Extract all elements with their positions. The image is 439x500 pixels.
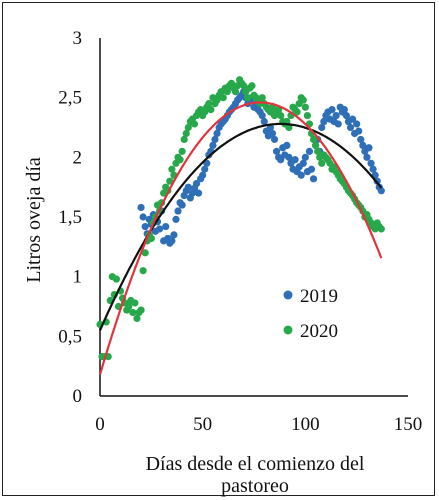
x-tick-label: 150 <box>394 414 423 435</box>
data-point-2019 <box>310 175 317 182</box>
data-point-2020 <box>113 275 120 282</box>
data-point-2019 <box>306 148 313 155</box>
y-tick-label: 0,5 <box>58 326 82 347</box>
data-point-2019 <box>271 136 278 143</box>
data-point-2020 <box>300 96 307 103</box>
y-axis-label: Litros oveja día <box>23 157 45 283</box>
data-point-2019 <box>162 223 169 230</box>
x-axis-title: Días desde el comienzo del pastoreo <box>146 453 365 497</box>
data-point-2019 <box>347 124 354 131</box>
data-point-2019 <box>185 184 192 191</box>
data-point-2019 <box>170 231 177 238</box>
data-point-2019 <box>333 112 340 119</box>
data-point-2019 <box>355 127 362 134</box>
x-tick-label: 100 <box>291 414 320 435</box>
data-point-2020 <box>318 160 325 167</box>
data-point-2020 <box>191 120 198 127</box>
data-point-2019 <box>335 120 342 127</box>
trendline-2020 <box>100 102 381 374</box>
data-point-2020 <box>129 309 136 316</box>
y-tick-labels: 0 0,5 1 1,5 2 2,5 3 <box>58 28 82 407</box>
data-point-2020 <box>220 94 227 101</box>
y-axis-title: Litros oveja día <box>23 157 45 283</box>
data-point-2020 <box>244 94 251 101</box>
data-point-2019 <box>363 154 370 161</box>
data-point-2019 <box>174 207 181 214</box>
data-point-2020 <box>304 112 311 119</box>
data-point-2020 <box>248 82 255 89</box>
x-tick-labels: 0 50 100 150 <box>95 414 422 435</box>
x-tick-label: 50 <box>193 414 212 435</box>
legend: 2019 2020 <box>284 286 339 342</box>
data-point-2020 <box>131 299 138 306</box>
legend-label-2019: 2019 <box>300 286 338 307</box>
data-point-2019 <box>283 142 290 149</box>
y-tick-label: 3 <box>73 28 83 49</box>
data-point-2019 <box>172 216 179 223</box>
data-point-2020 <box>207 106 214 113</box>
data-point-2019 <box>179 201 186 208</box>
data-point-2020 <box>302 104 309 111</box>
data-point-2020 <box>378 225 385 232</box>
data-point-2019 <box>291 156 298 163</box>
data-point-2019 <box>308 166 315 173</box>
x-tick-label: 0 <box>95 414 105 435</box>
x-axis-label-line-1: Días desde el comienzo del <box>146 453 365 475</box>
legend-marker-2019 <box>284 291 293 300</box>
data-point-2019 <box>353 120 360 127</box>
legend-marker-2020 <box>284 326 293 335</box>
y-tick-label: 1 <box>73 267 83 288</box>
data-point-2020 <box>140 267 147 274</box>
y-tick-label: 2 <box>73 147 83 168</box>
data-point-2019 <box>298 172 305 179</box>
data-point-2020 <box>137 306 144 313</box>
data-point-2019 <box>365 144 372 151</box>
data-point-2020 <box>179 148 186 155</box>
data-point-2020 <box>176 156 183 163</box>
trendlines <box>100 102 381 374</box>
data-point-2019 <box>302 154 309 161</box>
y-tick-label: 2,5 <box>58 88 82 109</box>
data-point-2019 <box>328 106 335 113</box>
y-tick-label: 0 <box>73 386 83 407</box>
data-point-2019 <box>140 213 147 220</box>
data-point-2019 <box>137 204 144 211</box>
legend-label-2020: 2020 <box>300 321 338 342</box>
y-tick-label: 1,5 <box>58 207 82 228</box>
data-point-2019 <box>156 225 163 232</box>
data-point-2019 <box>378 187 385 194</box>
x-axis-label-line-2: pastoreo <box>221 475 289 497</box>
data-point-2019 <box>195 190 202 197</box>
data-points <box>96 76 385 360</box>
data-point-2019 <box>142 223 149 230</box>
